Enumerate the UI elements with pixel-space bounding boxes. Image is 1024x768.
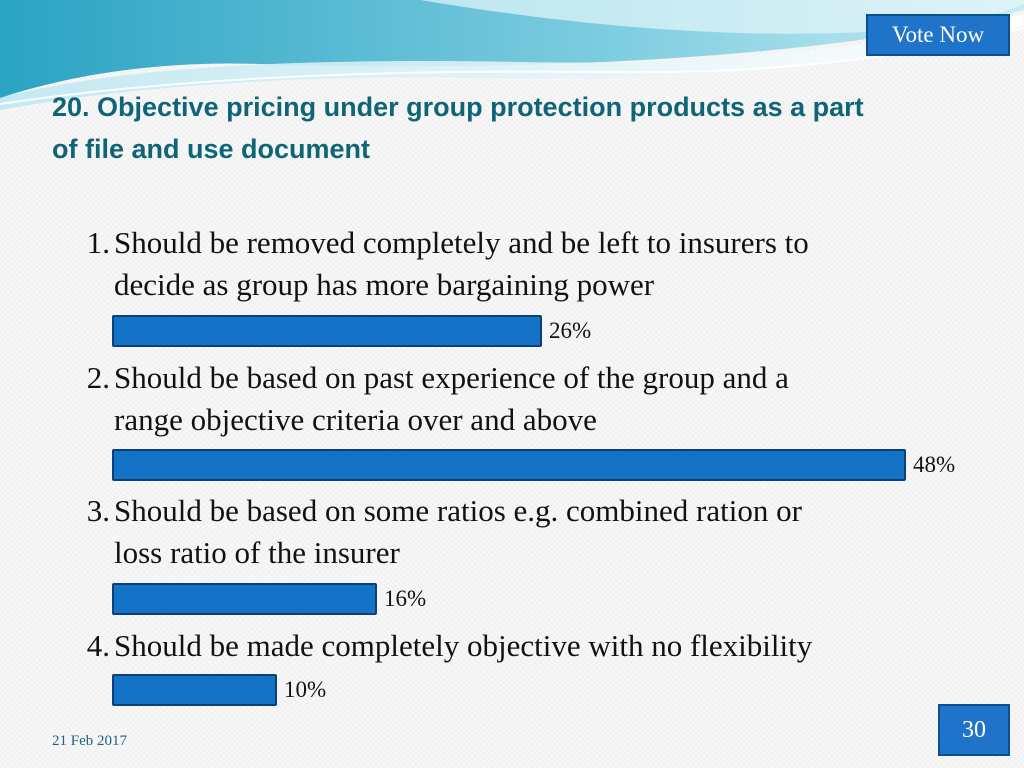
vote-now-button[interactable]: Vote Now <box>866 14 1010 56</box>
page-title: 20. Objective pricing under group protec… <box>52 86 972 170</box>
poll-option-number: 2. <box>86 360 110 395</box>
poll-option-text-line-2: decide as group has more bargaining powe… <box>114 267 655 302</box>
poll-option-number: 1. <box>86 225 110 260</box>
result-percent-label-1: 26% <box>549 318 592 343</box>
page-title-line-1: 20. Objective pricing under group protec… <box>52 92 864 122</box>
page-number-badge: 30 <box>938 704 1010 756</box>
result-bar-3 <box>112 583 377 615</box>
page-title-line-2: of file and use document <box>52 134 371 164</box>
result-bar-1 <box>112 315 542 347</box>
poll-option-text-line-1: Should be removed completely and be left… <box>114 225 809 260</box>
poll-option-text-line-1: Should be based on past experience of th… <box>114 360 789 395</box>
result-percent-label-2: 48% <box>913 452 956 477</box>
poll-option-3: 3. Should be based on some ratios e.g. c… <box>62 490 962 574</box>
footer-date: 21 Feb 2017 <box>52 733 127 749</box>
poll-option-text-line-1: Should be based on some ratios e.g. comb… <box>114 493 802 528</box>
poll-option-text-line-2: loss ratio of the insurer <box>114 535 400 570</box>
result-bar-2 <box>112 449 906 481</box>
result-percent-label-3: 16% <box>384 586 427 611</box>
poll-option-number: 4. <box>86 628 110 663</box>
result-percent-label-4: 10% <box>284 677 327 702</box>
result-bar-4 <box>112 674 277 706</box>
poll-option-4: 4. Should be made completely objective w… <box>62 625 962 667</box>
poll-option-text-line-2: range objective criteria over and above <box>114 402 597 437</box>
poll-option-number: 3. <box>86 493 110 528</box>
poll-option-1: 1. Should be removed completely and be l… <box>62 222 962 306</box>
poll-option-2: 2. Should be based on past experience of… <box>62 357 962 441</box>
poll-option-text-line-1: Should be made completely objective with… <box>114 628 813 663</box>
